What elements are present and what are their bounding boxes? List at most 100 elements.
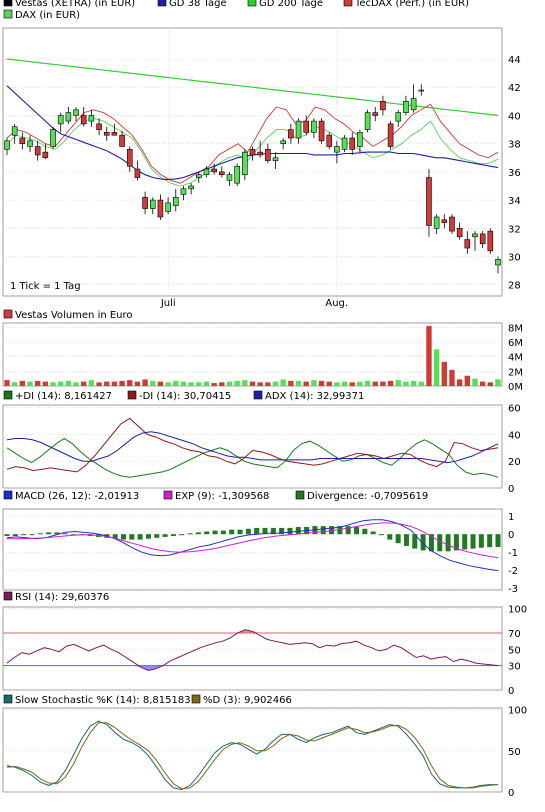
divergence-bar [220,530,226,535]
candle-body [326,134,333,147]
divergence-bar [204,531,210,535]
legend-swatch-divergence [295,490,305,500]
y-tick-label: 50 [508,645,521,656]
y-tick-label: 0 [508,484,514,495]
volume-bar [81,381,87,386]
candle-body [149,199,156,209]
volume-bar [380,381,386,386]
volume-bar [280,379,286,386]
gd38-line [6,85,499,181]
divergence-bar [453,534,459,551]
divergence-bar [487,534,493,548]
candle-body [242,151,248,175]
volume-bar [295,380,302,386]
candle-body [257,151,263,156]
volume-bar [265,382,271,386]
candle-body [418,89,425,92]
volume-bar [150,380,156,386]
divergence-bar [412,534,418,549]
tick-note: 1 Tick = 1 Tag [10,281,81,292]
y-tick-label: 0M [508,382,523,393]
candle-body [433,216,440,229]
candle-body [410,98,417,111]
y-tick-label: 6M [508,338,523,349]
candle-body [103,132,110,136]
divergence-bar [29,534,35,536]
legend-label-rsi: RSI (14): 29,60376 [15,592,109,603]
volume-bar [395,380,401,386]
legend-label-gd38: GD 38 Tage [169,0,227,9]
divergence-bar [112,534,118,539]
volume-bar [219,382,225,386]
slow_d-line [6,722,499,790]
candle-body [219,171,225,175]
divergence-bar [195,532,201,535]
candle-body [180,188,187,195]
divergence-bar [21,534,27,536]
exp-line [7,522,499,559]
legend-swatch-plus_di [3,390,13,400]
y-tick-label: 8M [508,323,523,334]
legend-swatch-gd38 [157,0,167,7]
candle-body [334,146,340,153]
divergence-bar [378,534,384,536]
divergence-bar [403,534,409,546]
volume-bar [311,380,317,386]
candle-body [441,219,448,223]
volume-bar [180,381,187,386]
y-tick-label: 36 [508,168,521,179]
volume-bar [88,380,95,386]
candle-body [42,151,49,159]
divergence-bar [337,526,343,535]
legend-swatch-macd [3,490,13,500]
legend-label-exp: EXP (9): -1,309568 [175,491,269,502]
y-tick-label: 38 [508,140,521,151]
volume-bar [65,380,72,386]
candle-body [126,149,133,167]
y-tick-label: 44 [508,55,521,66]
indicator-panel-frame-2 [2,404,503,489]
volume-bar [433,349,440,386]
legend-label-divergence: Divergence: -0,7095619 [307,491,428,502]
divergence-bar [345,526,351,535]
candle-body [65,112,72,122]
candle-body [165,202,171,212]
candle-body [372,112,379,116]
candle-body [464,239,471,249]
volume-bar [42,381,49,386]
y-tick-label: 1 [508,512,514,523]
divergence-bar [279,527,285,535]
candle-body [172,196,179,207]
candle-body [119,134,125,147]
volume-bar [142,379,148,386]
volume-bar [349,382,355,386]
indicator-panel-frame-3 [2,508,503,591]
candle-body [272,157,279,161]
candle-body [495,259,501,266]
rsi-line [6,629,499,672]
volume-bar [479,381,486,386]
candle-body [364,112,371,130]
legend-swatch-slow_d [191,694,201,704]
divergence-bar [145,534,151,539]
candle-body [88,115,95,122]
y-tick-label: 0 [508,788,514,799]
candle-body [19,137,26,144]
legend-label-minus_di: -DI (14): 30,70415 [139,391,231,402]
legend-label-down: Vestas Volumen in Euro [15,310,133,321]
candle-body [311,120,317,133]
candle-body [303,120,309,133]
volume-bar [96,382,102,386]
candle-body [80,115,87,125]
volume-bar [127,380,133,386]
y-tick-label: 60 [508,404,521,415]
divergence-bar [437,534,443,552]
x-tick-label: Aug. [325,298,348,309]
volume-bar [472,378,478,386]
y-tick-label: 42 [508,83,521,94]
candle-body [456,227,463,238]
macd-line [6,519,499,572]
volume-bar [464,375,470,386]
candle-body [380,101,386,111]
